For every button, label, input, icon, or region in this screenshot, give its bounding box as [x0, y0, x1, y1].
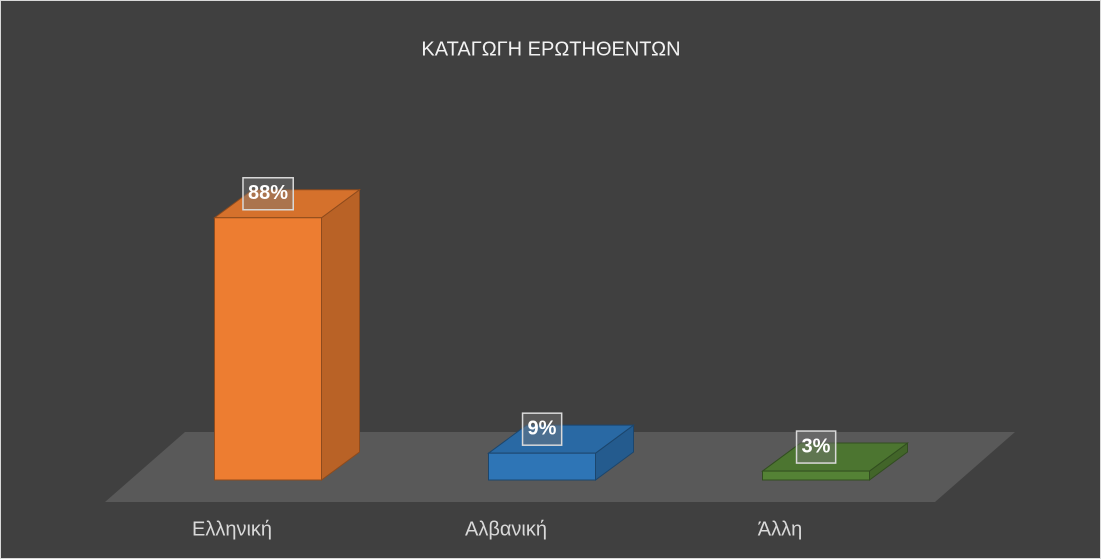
bar-side	[321, 188, 360, 481]
data-label-box	[521, 412, 563, 446]
bar	[762, 470, 870, 481]
data-label: 9%	[528, 417, 557, 439]
data-label-box	[795, 430, 837, 464]
bar	[488, 452, 596, 481]
x-tick-label: Ελληνική	[192, 518, 272, 540]
x-tick-label: Αλβανική	[465, 518, 547, 540]
x-tick-label: Άλλη	[758, 518, 802, 540]
chart-title: ΚΑΤΑΓΩΓΗ ΕΡΩΤΗΘΕΝΤΩΝ	[421, 38, 680, 60]
data-label: 88%	[248, 182, 288, 204]
bar	[214, 217, 322, 481]
data-label: 3%	[802, 435, 831, 457]
data-label-box	[242, 177, 294, 211]
